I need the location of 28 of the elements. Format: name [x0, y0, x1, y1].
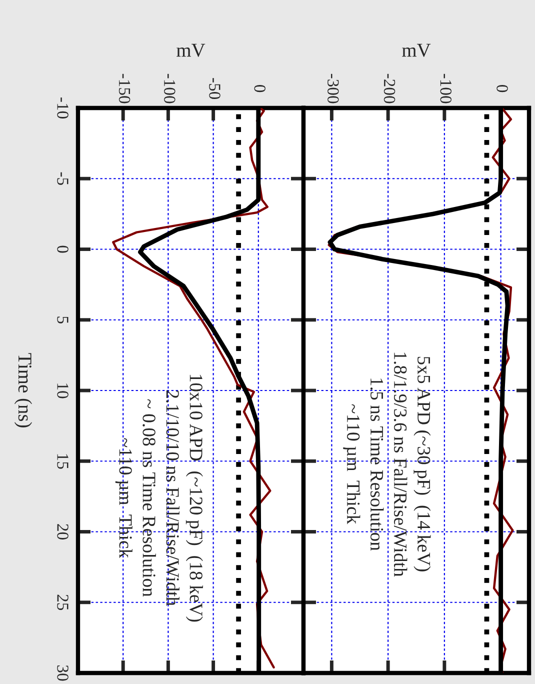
annotation: 1.8/1.9/3.6 ns Fall/Rise/Width — [394, 352, 408, 577]
y-tick-label: -10 — [57, 98, 68, 118]
annotation: ~ 0.08 ns Time Resolution — [142, 399, 156, 597]
y-tick-label: 30 — [57, 665, 68, 681]
y-tick-label: 15 — [57, 454, 68, 469]
x-axis-title: mV — [402, 44, 431, 57]
annotation: ~110 µm Thick — [115, 438, 132, 558]
x-axis-title: mV — [176, 44, 206, 57]
x-tick-label: 0 — [496, 85, 508, 92]
annotation: 10x10 APD (~120 pF) (18 keV) — [186, 374, 203, 622]
y-tick-label: 25 — [57, 594, 68, 610]
x-tick-label: -100 — [440, 74, 452, 104]
annotation: 5x5 APD (~30 pF) (14 keV) — [414, 356, 431, 572]
x-tick-label: -50 — [209, 78, 220, 100]
y-tick-label: 5 — [57, 316, 68, 324]
annotation: ~110 µm Thick — [343, 404, 360, 524]
x-tick-label: -150 — [118, 74, 130, 104]
y-tick-label: 20 — [57, 524, 68, 540]
y-tick-label: -5 — [57, 172, 68, 185]
annotation: 1.5 ns Time Resolution — [370, 378, 384, 551]
x-tick-label: 0 — [254, 85, 266, 92]
x-tick-label: -100 — [164, 74, 176, 104]
y-axis-title: Time (ns) — [14, 353, 32, 428]
y-tick-label: 10 — [57, 384, 68, 398]
x-tick-label: -300 — [328, 74, 339, 104]
x-tick-label: -200 — [384, 74, 396, 104]
annotation: 2.1/10/10 ns Fall/Rise/Width — [166, 390, 180, 606]
y-tick-label: 0 — [57, 246, 68, 253]
